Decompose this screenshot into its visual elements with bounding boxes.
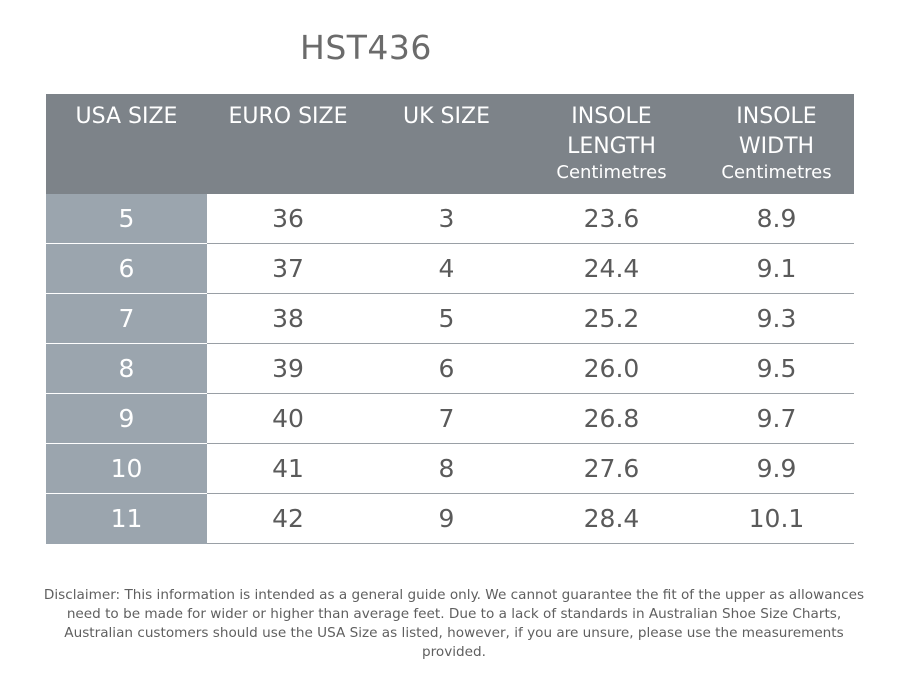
- header-insole-length-line1: INSOLE: [571, 104, 652, 129]
- uk-size-cell: 8: [369, 443, 524, 494]
- product-code-title: HST436: [300, 28, 432, 67]
- usa-size-cell: 11: [46, 493, 207, 544]
- header-insole-length-unit: Centimetres: [556, 162, 667, 183]
- euro-size-cell: 42: [207, 493, 369, 544]
- table-row: 9 40 7 26.8 9.7: [46, 393, 854, 444]
- header-insole-width-unit: Centimetres: [721, 162, 832, 183]
- header-insole-width: INSOLE WIDTH Centimetres: [699, 94, 854, 194]
- insole-length-cell: 26.0: [524, 343, 699, 394]
- euro-size-cell: 37: [207, 243, 369, 294]
- euro-size-cell: 39: [207, 343, 369, 394]
- insole-width-cell: 8.9: [699, 194, 854, 244]
- uk-size-cell: 4: [369, 243, 524, 294]
- header-uk-size: UK SIZE: [369, 94, 524, 194]
- insole-length-cell: 27.6: [524, 443, 699, 494]
- usa-size-cell: 7: [46, 293, 207, 344]
- insole-width-cell: 9.7: [699, 393, 854, 444]
- insole-length-cell: 25.2: [524, 293, 699, 344]
- header-insole-length: INSOLE LENGTH Centimetres: [524, 94, 699, 194]
- insole-length-cell: 24.4: [524, 243, 699, 294]
- table-header-row: USA SIZE EURO SIZE UK SIZE INSOLE LENGTH…: [46, 94, 854, 194]
- header-uk-size-label: UK SIZE: [403, 104, 490, 129]
- header-insole-length-line2: LENGTH: [567, 134, 656, 159]
- header-insole-width-line2: WIDTH: [738, 134, 815, 159]
- header-usa-size-label: USA SIZE: [75, 104, 178, 129]
- table-row: 8 39 6 26.0 9.5: [46, 343, 854, 394]
- insole-length-cell: 23.6: [524, 194, 699, 244]
- table-row: 5 36 3 23.6 8.9: [46, 194, 854, 244]
- usa-size-cell: 9: [46, 393, 207, 444]
- size-chart-table: USA SIZE EURO SIZE UK SIZE INSOLE LENGTH…: [46, 94, 854, 544]
- euro-size-cell: 41: [207, 443, 369, 494]
- uk-size-cell: 5: [369, 293, 524, 344]
- usa-size-cell: 8: [46, 343, 207, 394]
- table-row: 6 37 4 24.4 9.1: [46, 243, 854, 294]
- euro-size-cell: 36: [207, 194, 369, 244]
- euro-size-cell: 40: [207, 393, 369, 444]
- table-row: 10 41 8 27.6 9.9: [46, 443, 854, 494]
- header-insole-width-line1: INSOLE: [736, 104, 817, 129]
- insole-length-cell: 28.4: [524, 493, 699, 544]
- insole-width-cell: 9.3: [699, 293, 854, 344]
- uk-size-cell: 9: [369, 493, 524, 544]
- disclaimer-text: Disclaimer: This information is intended…: [43, 586, 865, 660]
- header-euro-size-label: EURO SIZE: [228, 104, 348, 129]
- insole-width-cell: 9.9: [699, 443, 854, 494]
- table-row: 11 42 9 28.4 10.1: [46, 493, 854, 544]
- uk-size-cell: 6: [369, 343, 524, 394]
- insole-length-cell: 26.8: [524, 393, 699, 444]
- header-euro-size: EURO SIZE: [207, 94, 369, 194]
- euro-size-cell: 38: [207, 293, 369, 344]
- insole-width-cell: 9.5: [699, 343, 854, 394]
- insole-width-cell: 9.1: [699, 243, 854, 294]
- table-row: 7 38 5 25.2 9.3: [46, 293, 854, 344]
- usa-size-cell: 10: [46, 443, 207, 494]
- uk-size-cell: 7: [369, 393, 524, 444]
- insole-width-cell: 10.1: [699, 493, 854, 544]
- header-usa-size: USA SIZE: [46, 94, 207, 194]
- usa-size-cell: 6: [46, 243, 207, 294]
- usa-size-cell: 5: [46, 194, 207, 244]
- uk-size-cell: 3: [369, 194, 524, 244]
